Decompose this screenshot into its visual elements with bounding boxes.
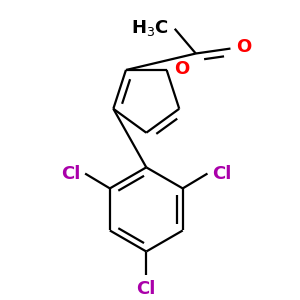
Text: Cl: Cl xyxy=(61,164,80,182)
Text: Cl: Cl xyxy=(136,280,156,298)
Text: H$_3$C: H$_3$C xyxy=(131,17,169,38)
Text: O: O xyxy=(174,60,189,78)
Text: O: O xyxy=(237,38,252,56)
Text: Cl: Cl xyxy=(212,164,232,182)
